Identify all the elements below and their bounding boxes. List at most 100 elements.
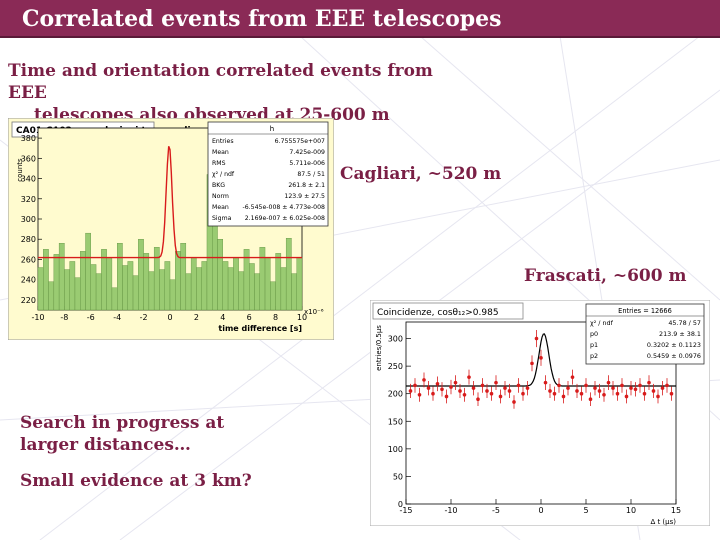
- histogram-bar: [243, 249, 250, 311]
- y-tick-label: 360: [21, 154, 36, 163]
- stats-key: χ² / ndf: [212, 171, 235, 178]
- plot-title-box: [372, 302, 524, 320]
- stats-key: p1: [590, 341, 598, 349]
- stats-key: p2: [590, 352, 598, 360]
- x-tick-label: -8: [60, 313, 68, 322]
- stats-key: BKG: [212, 182, 225, 189]
- histogram-bar: [132, 275, 139, 311]
- data-point: [665, 383, 669, 388]
- histogram-bar: [106, 257, 113, 311]
- histogram-bar: [90, 264, 97, 311]
- data-point: [579, 391, 584, 396]
- label-cagliari: Cagliari, ~520 m: [340, 164, 502, 184]
- scatter-chart: Coincidenze, cosθ₁₂>0.985 entries/0.5μs …: [369, 299, 711, 527]
- stats-value: 261.8 ± 2.1: [288, 182, 325, 189]
- histogram-bar: [217, 239, 224, 311]
- y-tick-label: 240: [21, 276, 36, 285]
- stats-key: p0: [590, 330, 598, 338]
- evidence-text: Small evidence at 3 km?: [20, 471, 252, 491]
- histogram-bar: [233, 257, 239, 311]
- y-tick-label: 380: [21, 134, 36, 143]
- data-point: [426, 386, 431, 390]
- x-tick-label: -4: [113, 313, 121, 322]
- histogram-bar: [74, 277, 81, 311]
- data-point: [669, 391, 674, 396]
- data-point: [561, 394, 566, 399]
- data-point: [633, 387, 638, 392]
- histogram-bar: [270, 281, 276, 311]
- stats-value: 2.169e-007 ± 6.025e-008: [245, 215, 325, 222]
- histogram-bar: [248, 263, 255, 311]
- label-frascati: Frascati, ~600 m: [524, 266, 687, 286]
- data-point: [480, 383, 485, 388]
- histogram-bar: [190, 257, 197, 311]
- data-point: [530, 361, 534, 366]
- data-point: [476, 397, 480, 402]
- histogram-bar: [185, 273, 192, 311]
- histogram-bar: [53, 254, 60, 311]
- data-point: [467, 375, 471, 379]
- plot-cagliari: CA01-CA02: correlazioni temporali counts…: [7, 117, 335, 341]
- data-point: [615, 391, 620, 396]
- data-point: [440, 387, 444, 392]
- histogram-bar: [111, 287, 118, 311]
- data-point: [588, 397, 593, 402]
- histogram-bar: [122, 265, 128, 311]
- data-point: [570, 375, 575, 379]
- stats-value: 45.78 / 57: [668, 319, 701, 327]
- x-tick-label: 0: [538, 506, 543, 515]
- data-point: [512, 400, 516, 404]
- data-point: [489, 391, 494, 396]
- data-point: [422, 378, 426, 382]
- data-point: [525, 386, 530, 390]
- histogram-bar: [143, 253, 150, 311]
- stats-key: Norm: [212, 193, 229, 200]
- histogram-bar: [254, 273, 260, 311]
- stats-value: 87.5 / 51: [297, 171, 325, 178]
- data-point: [660, 386, 665, 390]
- histogram-bar: [58, 243, 65, 311]
- y-axis-label: entries/0.5μs: [375, 325, 383, 371]
- y-tick-label: 200: [388, 390, 403, 399]
- data-point: [606, 380, 611, 385]
- stats-box: [207, 121, 329, 227]
- stats-key: RMS: [212, 160, 226, 167]
- histogram-bar: [296, 257, 303, 311]
- x-tick-label: -10: [444, 506, 457, 515]
- y-tick-label: 220: [21, 296, 36, 305]
- y-tick-label: 340: [21, 175, 36, 184]
- histogram-bar: [64, 269, 70, 311]
- x-exponent: x10⁻⁶: [304, 308, 324, 316]
- data-point: [647, 380, 651, 385]
- histogram-bar: [227, 267, 234, 311]
- search-progress-text: Search in progress at larger distances…: [20, 413, 225, 455]
- x-axis-label: time difference [s]: [218, 324, 302, 333]
- y-tick-label: 250: [388, 362, 403, 371]
- y-tick-label: 50: [393, 472, 403, 481]
- data-point: [458, 389, 462, 393]
- histogram-bar: [175, 251, 181, 311]
- data-point: [602, 393, 606, 397]
- histogram-chart: CA01-CA02: correlazioni temporali counts…: [7, 117, 335, 341]
- data-point: [611, 386, 615, 390]
- stats-value: 5.711e-006: [289, 160, 325, 167]
- stats-value: -6.545e-008 ± 4.773e-008: [243, 204, 326, 211]
- data-point: [593, 386, 597, 390]
- data-point: [597, 389, 602, 393]
- data-point: [453, 380, 458, 385]
- histogram-bar: [164, 261, 171, 311]
- data-point: [584, 383, 588, 388]
- search-note: Search in progress at larger distances… …: [20, 412, 280, 506]
- y-tick-label: 280: [21, 235, 36, 244]
- stats-value: 0.3202 ± 0.1123: [647, 341, 701, 349]
- histogram-bar: [43, 249, 49, 311]
- histogram-bar: [285, 238, 292, 311]
- data-point: [498, 394, 503, 399]
- x-tick-label: -6: [87, 313, 95, 322]
- x-tick-label: 15: [671, 506, 681, 515]
- histogram-bar: [180, 243, 187, 311]
- x-tick-label: -15: [399, 506, 412, 515]
- stats-key: Entries: [212, 138, 234, 145]
- histogram-bar: [275, 253, 282, 311]
- data-point: [548, 389, 552, 393]
